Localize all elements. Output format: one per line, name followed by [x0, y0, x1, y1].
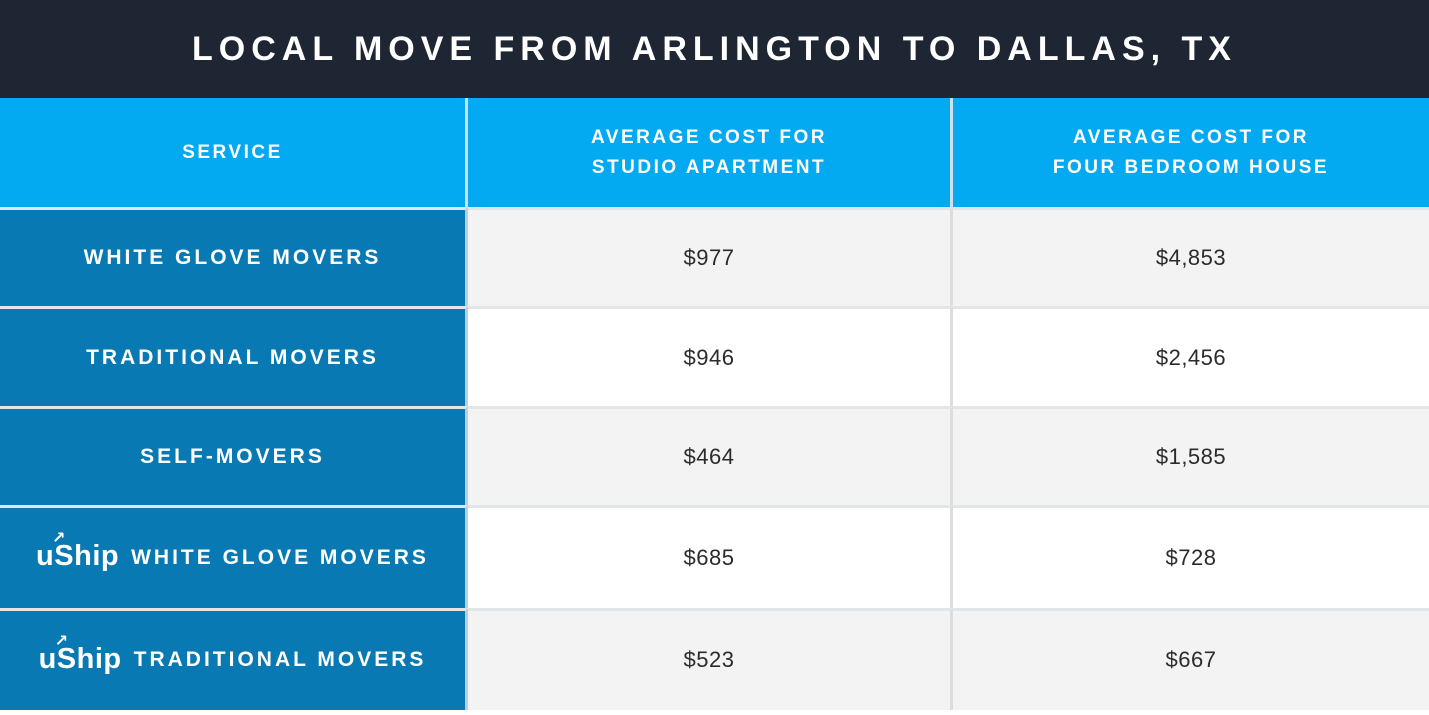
- service-cell: TRADITIONAL MOVERS: [0, 306, 468, 406]
- page-title: LOCAL MOVE FROM ARLINGTON TO DALLAS, TX: [192, 29, 1237, 68]
- studio-cost-cell: $977: [468, 207, 953, 307]
- uship-arrow-icon: ↗: [54, 632, 69, 650]
- service-cell: SELF-MOVERS: [0, 405, 468, 506]
- four-bedroom-cost-cell: $4,853: [953, 207, 1429, 307]
- uship-logo: ↗ uShip: [38, 633, 122, 675]
- four-bedroom-cost-cell: $667: [953, 607, 1429, 711]
- column-header-line: STUDIO APARTMENT: [591, 156, 827, 178]
- service-label: WHITE GLOVE MOVERS: [83, 246, 382, 270]
- four-bedroom-cost-cell: $1,585: [953, 405, 1429, 506]
- table-row: ↗ uShip TRADITIONAL MOVERS $523 $667: [0, 607, 1429, 711]
- studio-cost-cell: $946: [468, 306, 953, 406]
- column-header-line: FOUR BEDROOM HOUSE: [1052, 156, 1330, 178]
- four-bedroom-cost-cell: $2,456: [953, 306, 1429, 406]
- title-bar: LOCAL MOVE FROM ARLINGTON TO DALLAS, TX: [0, 0, 1429, 98]
- column-header-line: AVERAGE COST FOR: [591, 127, 827, 149]
- service-cell: ↗ uShip WHITE GLOVE MOVERS: [0, 505, 468, 608]
- service-label: TRADITIONAL MOVERS: [86, 345, 379, 369]
- four-bedroom-cost-cell: $728: [953, 505, 1429, 608]
- table-row: ↗ uShip WHITE GLOVE MOVERS $685 $728: [0, 505, 1429, 608]
- uship-logo-text: uShip: [36, 540, 120, 573]
- table-row: TRADITIONAL MOVERS $946 $2,456: [0, 306, 1429, 406]
- table-header-row: SERVICE AVERAGE COST FOR STUDIO APARTMEN…: [0, 98, 1429, 207]
- service-cell: ↗ uShip TRADITIONAL MOVERS: [0, 607, 468, 711]
- uship-logo: ↗ uShip: [36, 531, 120, 573]
- service-cell: WHITE GLOVE MOVERS: [0, 207, 468, 307]
- table-row: WHITE GLOVE MOVERS $977 $4,853: [0, 207, 1429, 307]
- column-header-studio-cost: AVERAGE COST FOR STUDIO APARTMENT: [468, 98, 953, 207]
- studio-cost-cell: $685: [468, 505, 953, 608]
- bottom-margin: [0, 710, 1429, 715]
- column-header-line: AVERAGE COST FOR: [1073, 127, 1309, 149]
- studio-cost-cell: $464: [468, 405, 953, 506]
- service-label: TRADITIONAL MOVERS: [133, 648, 427, 672]
- uship-logo-text: uShip: [38, 642, 122, 675]
- column-header-service: SERVICE: [0, 98, 468, 207]
- table-row: SELF-MOVERS $464 $1,585: [0, 405, 1429, 506]
- column-header-label: SERVICE: [182, 141, 283, 163]
- uship-arrow-icon: ↗: [52, 530, 66, 548]
- service-label: WHITE GLOVE MOVERS: [131, 545, 429, 569]
- column-header-four-bedroom-cost: AVERAGE COST FOR FOUR BEDROOM HOUSE: [953, 98, 1429, 207]
- service-label: SELF-MOVERS: [140, 445, 325, 469]
- studio-cost-cell: $523: [468, 607, 953, 711]
